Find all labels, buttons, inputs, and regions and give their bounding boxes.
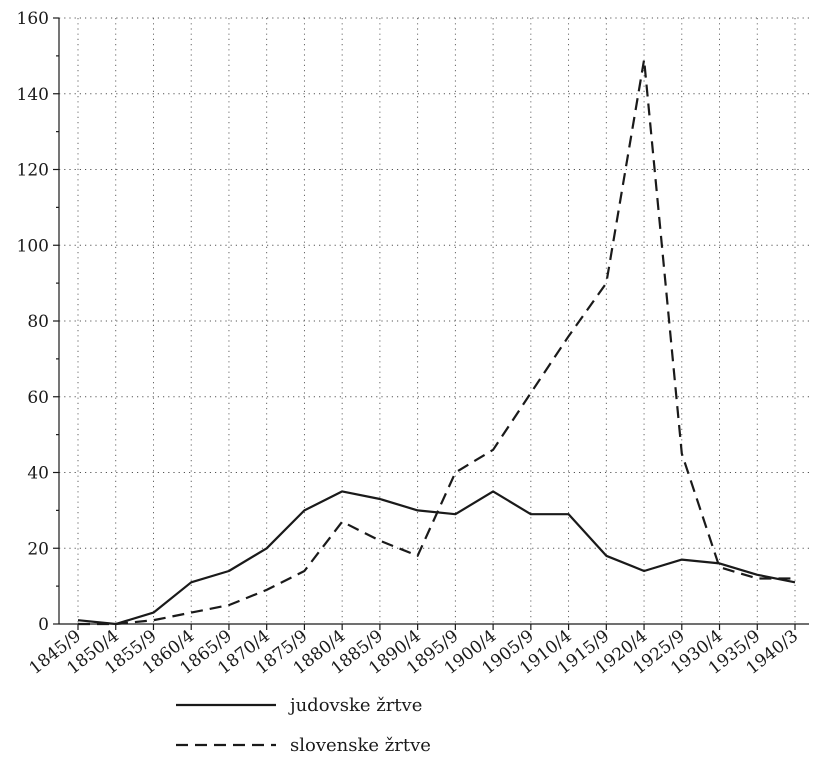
y-tick-label: 140 bbox=[17, 85, 49, 105]
axes: 0204060801001201401601845/91850/41855/91… bbox=[17, 9, 809, 679]
series-line-judovske bbox=[77, 490, 796, 626]
legend: judovske žrtve slovenske žrtve bbox=[176, 695, 431, 756]
grid bbox=[59, 17, 809, 624]
legend-label: slovenske žrtve bbox=[290, 735, 431, 756]
y-tick-label: 60 bbox=[27, 388, 49, 408]
y-tick-label: 0 bbox=[38, 615, 49, 635]
series-lines bbox=[77, 58, 796, 626]
y-tick-label: 120 bbox=[17, 161, 49, 181]
y-tick-label: 100 bbox=[17, 236, 49, 256]
y-tick-label: 20 bbox=[27, 539, 49, 559]
legend-label: judovske žrtve bbox=[288, 695, 422, 716]
y-tick-label: 80 bbox=[27, 312, 49, 332]
y-tick-label: 160 bbox=[17, 9, 49, 29]
series-line-slovenske bbox=[78, 58, 795, 626]
y-tick-label: 40 bbox=[27, 464, 49, 484]
